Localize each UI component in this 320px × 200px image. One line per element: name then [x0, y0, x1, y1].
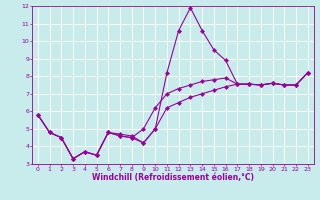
- X-axis label: Windchill (Refroidissement éolien,°C): Windchill (Refroidissement éolien,°C): [92, 173, 254, 182]
